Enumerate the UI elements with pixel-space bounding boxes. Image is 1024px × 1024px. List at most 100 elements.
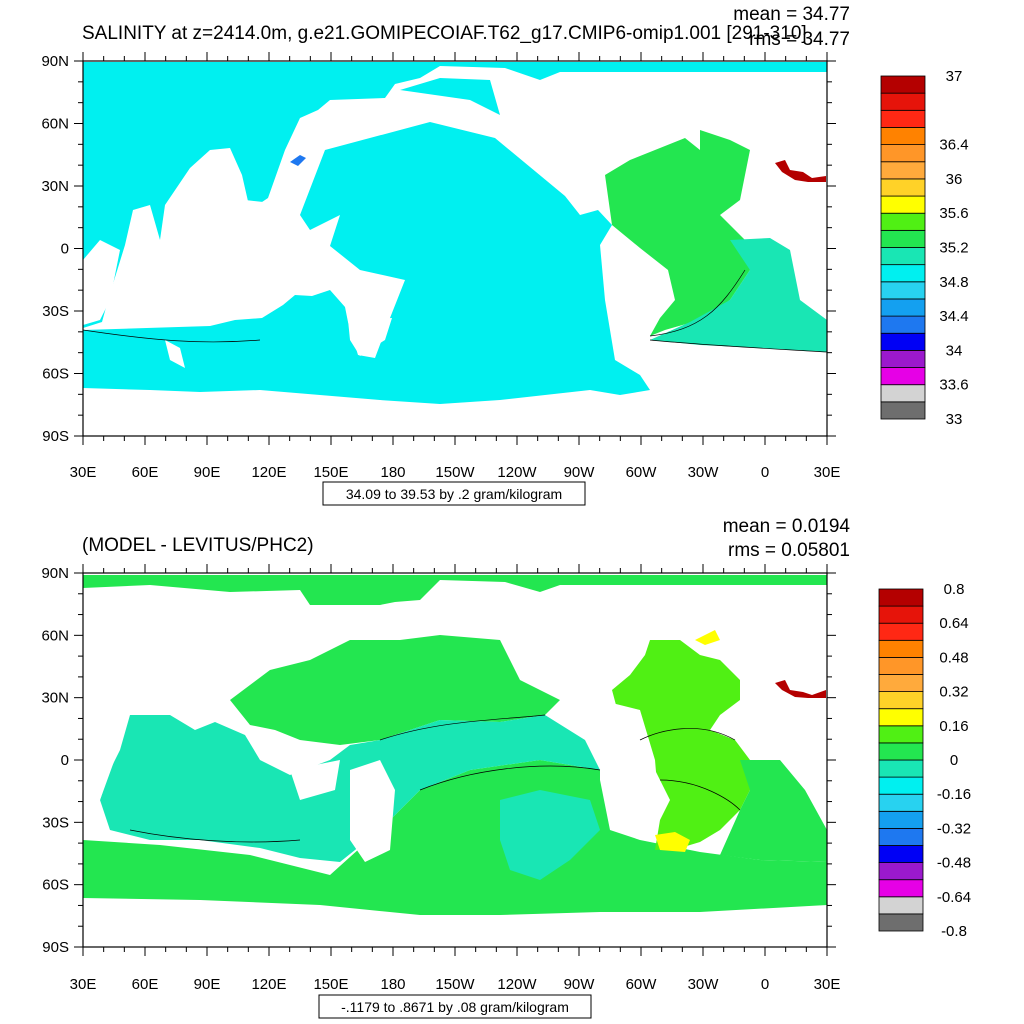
y-tick-label: 30S [42, 303, 69, 320]
panel-title: SALINITY at z=2414.0m, g.e21.GOMIPECOIAF… [82, 23, 807, 44]
colorbar-box [880, 349, 926, 368]
colorbar-box [878, 639, 924, 658]
x-tick-label: 120W [497, 976, 537, 993]
y-tick-label: 30S [42, 814, 69, 831]
colorbar-box [880, 401, 926, 420]
colorbar-label: 0.32 [939, 684, 968, 701]
colorbar-box [878, 605, 924, 624]
y-tick-label: 90N [41, 53, 69, 70]
colorbar-box [880, 332, 926, 351]
x-tick-label: 180 [380, 976, 405, 993]
colorbar-box [880, 109, 926, 128]
colorbar-label: 35.6 [939, 205, 968, 222]
x-tick-label: 60E [132, 464, 159, 481]
field-region-north-pacific [230, 635, 560, 745]
colorbar-box [878, 588, 924, 607]
y-tick-label: 60N [41, 627, 69, 644]
range-label: 34.09 to 39.53 by .2 gram/kilogram [346, 486, 562, 502]
range-label-box [318, 994, 592, 1019]
colorbar-box [878, 657, 924, 675]
colorbar-box [880, 298, 926, 317]
range-label: -.1179 to .8671 by .08 gram/kilogram [341, 999, 569, 1015]
land-mask [83, 200, 392, 368]
colorbar-label: 0.8 [944, 581, 965, 598]
field-region-atlantic [612, 640, 750, 850]
x-tick-label: 180 [380, 464, 405, 481]
x-tick-label: 120W [497, 464, 537, 481]
colorbar-label: 35.2 [939, 240, 968, 257]
stat-mean: mean = 0.0194 [723, 516, 851, 537]
colorbar-label: -0.16 [937, 786, 971, 803]
colorbar-box [880, 195, 926, 214]
range-label-box [322, 481, 586, 506]
colorbar-label: 0.16 [939, 718, 968, 735]
x-tick-label: 150E [313, 976, 348, 993]
x-tick-label: 30E [70, 464, 97, 481]
y-tick-label: 90S [42, 428, 69, 445]
x-tick-label: 30W [688, 464, 720, 481]
x-tick-label: 120E [251, 464, 286, 481]
colorbar-box [880, 281, 926, 300]
colorbar-box [880, 178, 926, 197]
contour-lines [83, 269, 827, 353]
colorbar-label: 34.4 [939, 308, 968, 325]
colorbar-label: 34.8 [939, 274, 968, 291]
colorbar-box [880, 127, 926, 145]
field-region-japan-sea [290, 155, 306, 166]
map-field [83, 575, 827, 915]
colorbar-label: 36.4 [939, 137, 968, 154]
x-tick-label: 30W [688, 976, 720, 993]
salinity-panel: SALINITY at z=2414.0m, g.e21.GOMIPECOIAF… [41, 4, 969, 506]
colorbar: -0.8 -0.64 -0.48 -0.32 -0.16 0 0.16 0.32 0.48 0.6… [878, 581, 971, 940]
colorbar-box [880, 161, 926, 180]
x-tick-label: 60W [626, 976, 658, 993]
colorbar-label: -0.48 [937, 855, 971, 872]
y-tick-label: 0 [61, 241, 69, 258]
field-region-yellow-small [695, 630, 720, 645]
colorbar-box [878, 725, 924, 744]
difference-panel: (MODEL - LEVITUS/PHC2) mean = 0.0194 rms… [41, 516, 971, 1019]
colorbar-label: 33.6 [939, 377, 968, 394]
x-tick-label: 60E [132, 976, 159, 993]
colorbar-box [878, 691, 924, 710]
field-region-atlantic [605, 130, 750, 336]
field-region-south-pacific [500, 790, 600, 880]
y-tick-label: 0 [61, 752, 69, 769]
x-tick-label: 90E [194, 464, 221, 481]
colorbar-box [880, 384, 926, 403]
colorbar-box [880, 144, 926, 163]
field-region-mediterranean [775, 680, 826, 698]
field-region-mediterranean [775, 160, 826, 182]
y-tick-label: 30N [41, 178, 69, 195]
x-tick-label: 30E [70, 976, 97, 993]
field-region-pacific-indian [83, 62, 827, 404]
x-tick-label: 60W [626, 464, 658, 481]
field-region-atlantic-east [720, 760, 827, 862]
colorbar-box [880, 367, 926, 386]
colorbar-box [880, 212, 926, 231]
axes: 30E 60E 90E 120E 150E 180 150W 120W 90W 60W 30W 0 30… [41, 52, 840, 481]
stat-mean: mean = 34.77 [733, 4, 850, 25]
x-tick-label: 120E [251, 976, 286, 993]
y-tick-label: 60S [42, 877, 69, 894]
x-tick-label: 0 [761, 976, 769, 993]
colorbar-box [878, 879, 924, 898]
y-tick-label: 30N [41, 690, 69, 707]
colorbar-box [880, 264, 926, 283]
x-tick-label: 90W [564, 976, 596, 993]
field-region-arctic [400, 78, 500, 115]
field-region-arctic [83, 575, 827, 605]
colorbar-box [878, 862, 924, 881]
colorbar-box [878, 793, 924, 812]
x-tick-label: 30E [814, 464, 841, 481]
colorbar: 33 33.6 34 34.4 34.8 35.2 35.6 36 36.4 37 [880, 68, 969, 428]
y-tick-label: 90N [41, 565, 69, 582]
colorbar-box [880, 247, 926, 266]
colorbar-box [880, 92, 926, 111]
field-region-southern-ocean [83, 760, 827, 915]
colorbar-box [880, 229, 926, 248]
colorbar-label: 37 [946, 68, 963, 85]
stat-rms: rms = 0.05801 [728, 540, 850, 561]
x-tick-label: 90W [564, 464, 596, 481]
colorbar-box [878, 674, 924, 693]
